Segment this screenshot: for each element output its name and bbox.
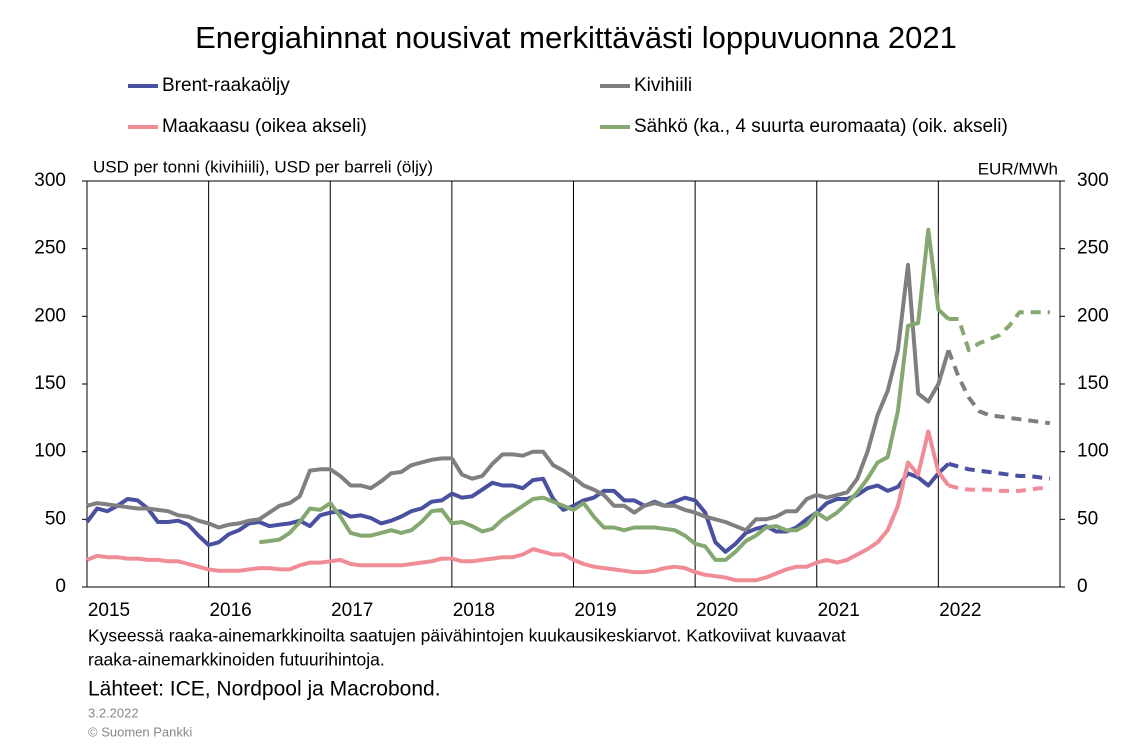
y2-axis-label: EUR/MWh <box>978 159 1058 178</box>
y-tick-label: 0 <box>55 576 66 597</box>
x-tick-label: 2022 <box>939 600 981 621</box>
y2-tick-label: 200 <box>1077 305 1109 326</box>
y-tick-label: 100 <box>34 441 66 462</box>
y2-tick-label: 0 <box>1077 576 1088 597</box>
y-tick-label: 200 <box>34 305 66 326</box>
x-tick-label: 2019 <box>574 600 616 621</box>
y2-tick-label: 50 <box>1077 508 1098 529</box>
y-tick-label: 150 <box>34 373 66 394</box>
series-line-futures <box>946 349 1051 426</box>
series-line-futures <box>948 310 1050 353</box>
x-tick-label: 2020 <box>696 600 738 621</box>
x-tick-label: 2017 <box>331 600 373 621</box>
note: raaka-ainemarkkinoiden futuurihintoja. <box>88 650 385 670</box>
y2-tick-label: 100 <box>1077 441 1109 462</box>
x-tick-label: 2021 <box>818 600 860 621</box>
y2-tick-label: 300 <box>1077 170 1109 191</box>
series-line-futures <box>947 483 1050 493</box>
series-line <box>86 429 951 583</box>
x-tick-label: 2016 <box>209 600 251 621</box>
copyright: © Suomen Pankki <box>88 724 192 739</box>
y2-tick-label: 250 <box>1077 238 1109 259</box>
x-tick-label: 2015 <box>88 600 130 621</box>
series-line <box>259 227 950 562</box>
y-tick-label: 300 <box>34 170 66 191</box>
chart-title: Energiahinnat nousivat merkittävästi lop… <box>195 20 957 55</box>
date: 3.2.2022 <box>88 705 139 720</box>
y-tick-label: 50 <box>45 508 66 529</box>
legend-label: Maakaasu (oikea akseli) <box>162 116 367 137</box>
legend-label: Brent-raakaöljy <box>162 75 290 96</box>
legend-label: Sähkö (ka., 4 suurta euromaata) (oik. ak… <box>634 116 1008 137</box>
series-line <box>86 262 951 533</box>
series-line-futures <box>947 461 1051 481</box>
source: Lähteet: ICE, Nordpool ja Macrobond. <box>88 678 441 701</box>
y-axis-label: USD per tonni (kivihiili), USD per barre… <box>93 157 433 176</box>
series-line <box>85 462 950 554</box>
legend-label: Kivihiili <box>634 75 692 96</box>
x-tick-label: 2018 <box>453 600 495 621</box>
y-tick-label: 250 <box>34 238 66 259</box>
plot-frame <box>86 180 1061 588</box>
note: Kyseessä raaka-ainemarkkinoilta saatujen… <box>88 626 846 646</box>
y2-tick-label: 150 <box>1077 373 1109 394</box>
